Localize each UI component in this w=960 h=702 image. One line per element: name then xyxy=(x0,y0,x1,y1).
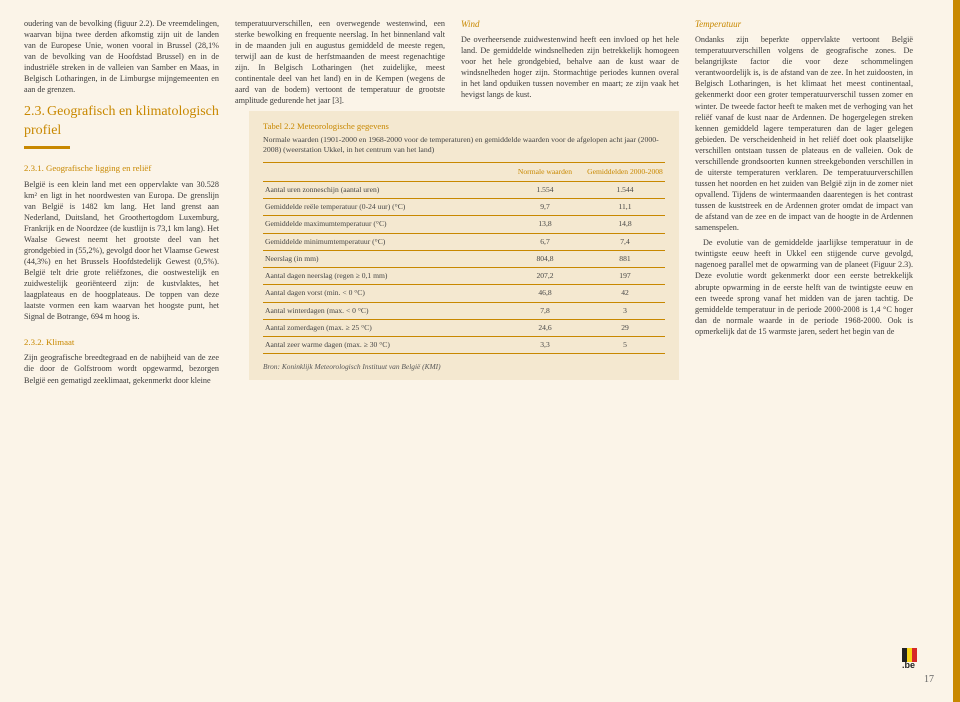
table-cell: Gemiddelde minimumtemperatuur (°C) xyxy=(263,233,505,250)
table-cell: Aantal zeer warme dagen (max. ≥ 30 °C) xyxy=(263,337,505,354)
wind-heading: Wind xyxy=(461,18,679,30)
temp-body-1: Ondanks zijn beperkte oppervlakte vertoo… xyxy=(695,34,913,233)
intro-paragraph: oudering van de bevolking (figuur 2.2). … xyxy=(24,18,219,95)
section-title: Geografisch en klimatologisch profiel xyxy=(24,104,219,137)
table-cell: 207,2 xyxy=(505,268,585,285)
wind-body: De overheersende zuidwestenwind heeft ee… xyxy=(461,34,679,100)
table-title: Tabel 2.2 Meteorologische gegevens xyxy=(263,121,665,133)
table-cell: 881 xyxy=(585,250,665,267)
th-avg: Gemiddelden 2000-2008 xyxy=(585,162,665,181)
right-edge-bar xyxy=(953,0,960,702)
table-cell: Gemiddelde maximumtemperatuur (°C) xyxy=(263,216,505,233)
table-cell: Neerslag (in mm) xyxy=(263,250,505,267)
table-row: Aantal dagen neerslag (regen ≥ 0,1 mm)20… xyxy=(263,268,665,285)
table-row: Gemiddelde reële temperatuur (0-24 uur) … xyxy=(263,199,665,216)
svg-text:.be: .be xyxy=(902,660,915,668)
table-cell: Gemiddelde reële temperatuur (0-24 uur) … xyxy=(263,199,505,216)
section-rule xyxy=(24,146,70,149)
subsection-1-body: België is een klein land met een oppervl… xyxy=(24,179,219,323)
table-cell: 3,3 xyxy=(505,337,585,354)
temp-heading: Temperatuur xyxy=(695,18,913,30)
page-number: 17 xyxy=(924,673,934,687)
table-cell: 42 xyxy=(585,285,665,302)
table-row: Aantal dagen vorst (min. < 0 °C)46,842 xyxy=(263,285,665,302)
column-3: Wind De overheersende zuidwestenwind hee… xyxy=(461,18,679,386)
table-row: Aantal uren zonneschijn (aantal uren)1.5… xyxy=(263,181,665,198)
table-row: Neerslag (in mm)804,8881 xyxy=(263,250,665,267)
table-cell: 1.554 xyxy=(505,181,585,198)
table-intro: Normale waarden (1901-2000 en 1968-2000 … xyxy=(263,135,665,155)
table-cell: 7,8 xyxy=(505,302,585,319)
belgium-logo-icon: .be xyxy=(902,648,932,668)
subsection-1-title: 2.3.1. Geografische ligging en reliëf xyxy=(24,163,219,175)
table-cell: 804,8 xyxy=(505,250,585,267)
table-cell: 6,7 xyxy=(505,233,585,250)
table-source: Bron: Koninklijk Meteorologisch Instituu… xyxy=(263,362,665,372)
table-cell: Aantal dagen vorst (min. < 0 °C) xyxy=(263,285,505,302)
table-cell: 3 xyxy=(585,302,665,319)
table-cell: 1.544 xyxy=(585,181,665,198)
table-2-2: Tabel 2.2 Meteorologische gegevens Norma… xyxy=(249,111,679,381)
column-1: oudering van de bevolking (figuur 2.2). … xyxy=(24,18,219,386)
table-row: Aantal winterdagen (max. < 0 °C)7,83 xyxy=(263,302,665,319)
meteorological-table: Normale waarden Gemiddelden 2000-2008 Aa… xyxy=(263,162,665,355)
temp-body-2: De evolutie van de gemiddelde jaarlijkse… xyxy=(695,237,913,337)
section-heading: 2.3. Geografisch en klimatologisch profi… xyxy=(24,103,219,139)
column-4: Temperatuur Ondanks zijn beperkte opperv… xyxy=(695,18,913,386)
table-cell: 5 xyxy=(585,337,665,354)
section-number: 2.3. xyxy=(24,104,45,119)
subsection-2-body: Zijn geografische breedtegraad en de nab… xyxy=(24,352,219,385)
table-row: Aantal zeer warme dagen (max. ≥ 30 °C)3,… xyxy=(263,337,665,354)
table-cell: Aantal zomerdagen (max. ≥ 25 °C) xyxy=(263,319,505,336)
table-cell: 46,8 xyxy=(505,285,585,302)
subsection-2-title: 2.3.2. Klimaat xyxy=(24,337,219,349)
table-row: Aantal zomerdagen (max. ≥ 25 °C)24,629 xyxy=(263,319,665,336)
table-cell: 7,4 xyxy=(585,233,665,250)
col2-paragraph: temperatuurverschillen, een overwegende … xyxy=(235,18,445,107)
th-normal: Normale waarden xyxy=(505,162,585,181)
table-cell: 13,8 xyxy=(505,216,585,233)
table-cell: Aantal winterdagen (max. < 0 °C) xyxy=(263,302,505,319)
table-cell: 11,1 xyxy=(585,199,665,216)
th-blank xyxy=(263,162,505,181)
table-row: Gemiddelde minimumtemperatuur (°C)6,77,4 xyxy=(263,233,665,250)
table-cell: Aantal dagen neerslag (regen ≥ 0,1 mm) xyxy=(263,268,505,285)
table-cell: Aantal uren zonneschijn (aantal uren) xyxy=(263,181,505,198)
table-cell: 197 xyxy=(585,268,665,285)
table-cell: 29 xyxy=(585,319,665,336)
table-row: Gemiddelde maximumtemperatuur (°C)13,814… xyxy=(263,216,665,233)
table-cell: 24,6 xyxy=(505,319,585,336)
table-cell: 9,7 xyxy=(505,199,585,216)
table-cell: 14,8 xyxy=(585,216,665,233)
